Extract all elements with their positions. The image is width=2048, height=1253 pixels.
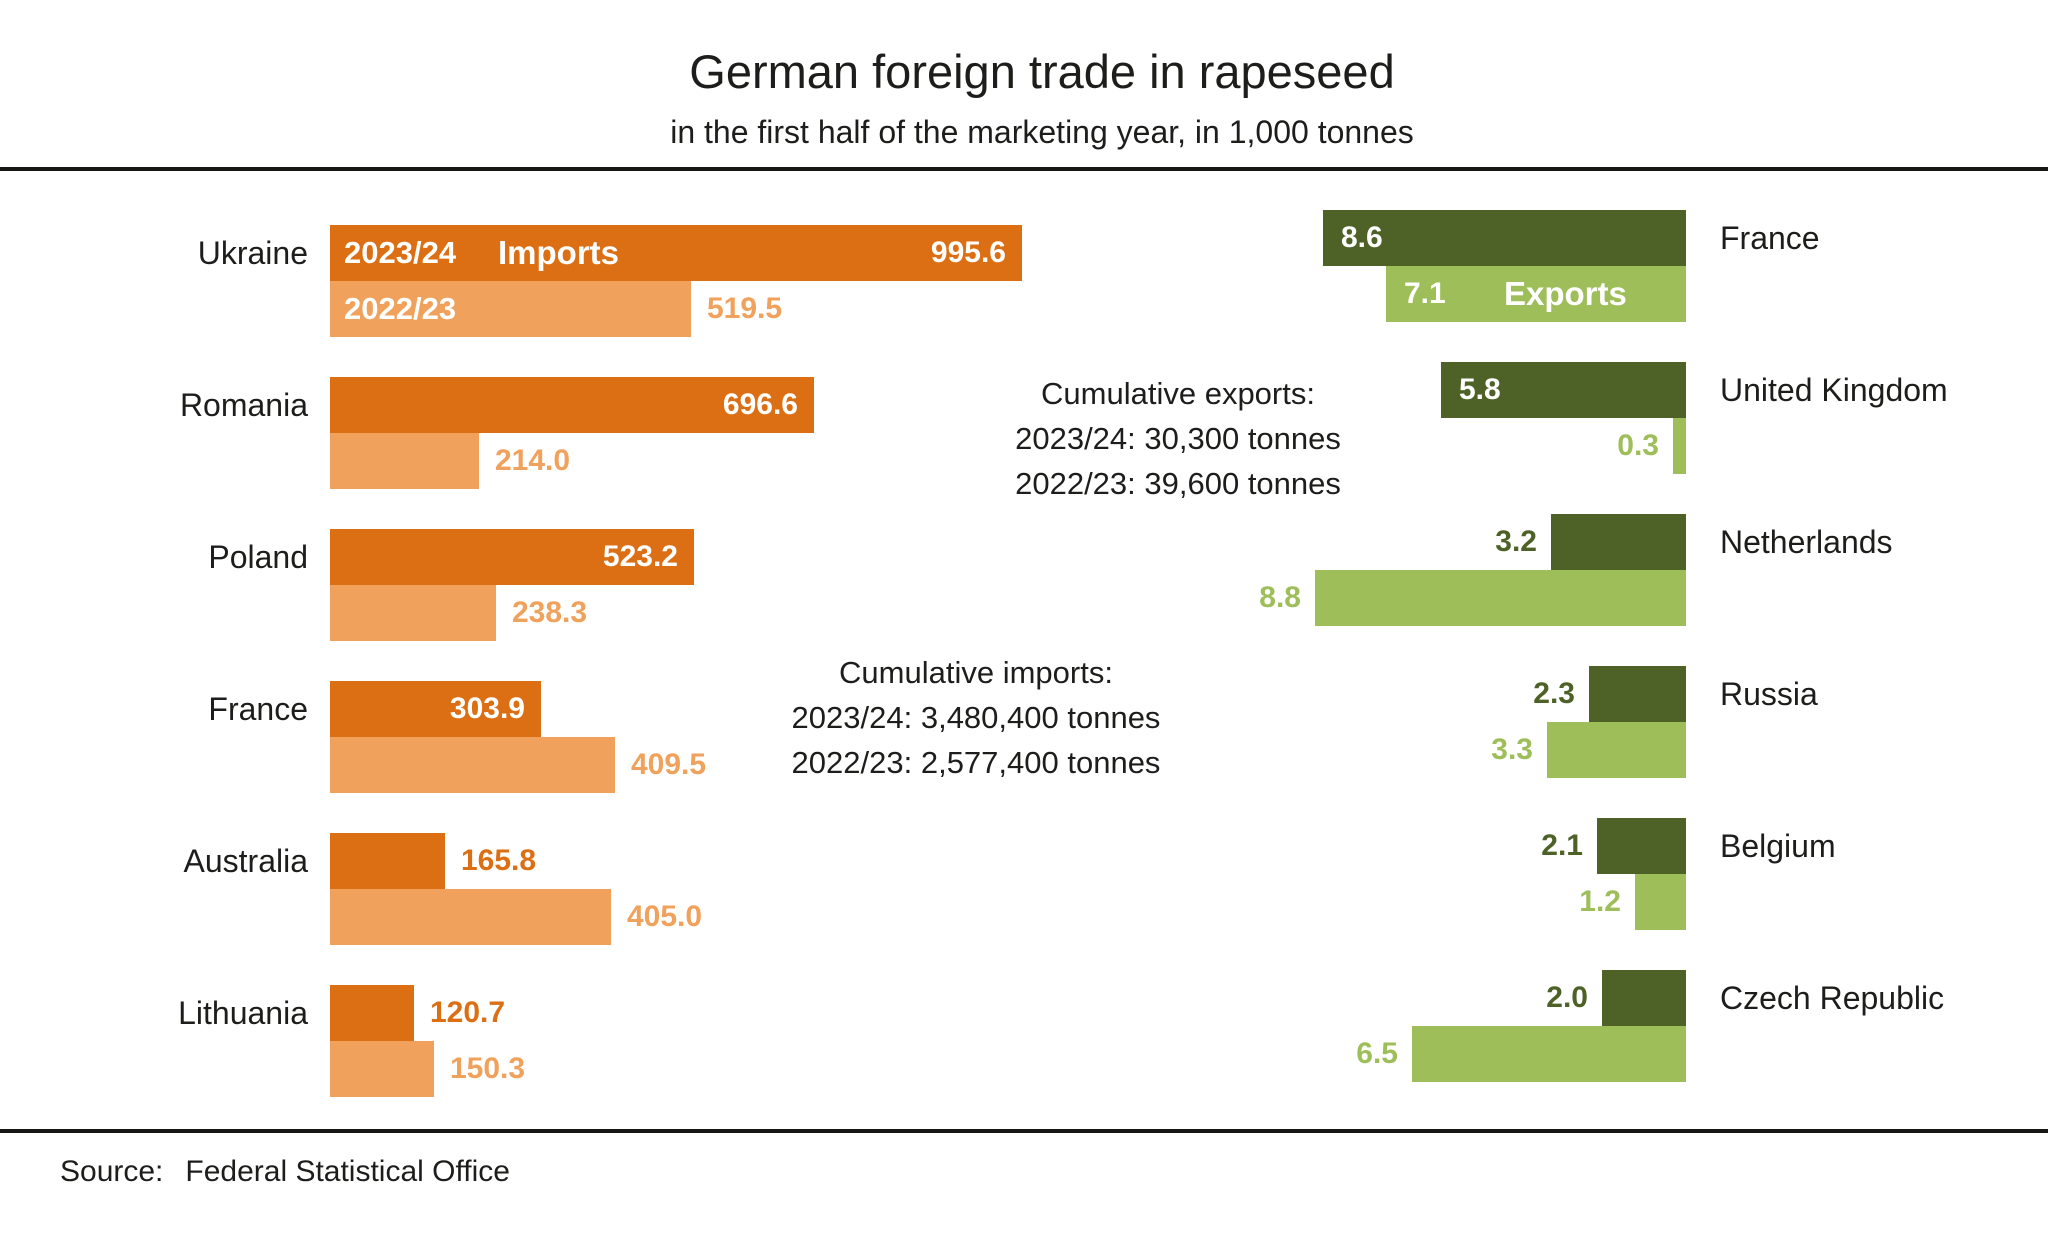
import-value-ukraine-2022-23: 519.5 bbox=[707, 292, 783, 325]
bottom-divider bbox=[0, 1129, 2048, 1133]
import-value-france-2022-23: 409.5 bbox=[631, 748, 707, 781]
import-bar-australia-2023-24 bbox=[330, 833, 445, 889]
export-bar-belgium-2023-24 bbox=[1597, 818, 1686, 874]
export-bar-russia-2022-23 bbox=[1547, 722, 1686, 778]
country-label-export-belgium: Belgium bbox=[1720, 828, 1836, 864]
import-bar-france-2022-23 bbox=[330, 737, 615, 793]
export-bar-united-kingdom-2023-24: 5.8 bbox=[1441, 362, 1686, 418]
export-value-netherlands-2022-23: 8.8 bbox=[1259, 581, 1301, 614]
page-subtitle: in the first half of the marketing year,… bbox=[670, 114, 1414, 150]
country-label-lithuania: Lithuania bbox=[178, 995, 308, 1031]
series-label-2022-23: 2022/23 bbox=[344, 291, 457, 326]
import-bar-ukraine-2022-23: 2022/23 bbox=[330, 281, 691, 337]
cumulative-exports-2022-23: 2022/23: 39,600 tonnes bbox=[1015, 466, 1341, 501]
import-value-poland-2023-24: 523.2 bbox=[602, 540, 678, 573]
export-value-russia-2022-23: 3.3 bbox=[1491, 733, 1533, 766]
top-divider bbox=[0, 167, 2048, 171]
import-bar-poland-2023-24: 523.2 bbox=[330, 529, 694, 585]
country-label-poland: Poland bbox=[208, 539, 308, 575]
country-label-export-czech-republic: Czech Republic bbox=[1720, 980, 1945, 1016]
source-value: Federal Statistical Office bbox=[185, 1155, 510, 1188]
export-value-united-kingdom-2022-23: 0.3 bbox=[1617, 429, 1659, 462]
import-bar-ukraine-2023-24: 995.6 2023/24 Imports bbox=[330, 225, 1022, 281]
cumulative-imports-title: Cumulative imports: bbox=[839, 655, 1113, 690]
export-bar-netherlands-2023-24 bbox=[1551, 514, 1686, 570]
import-value-australia-2023-24: 165.8 bbox=[461, 844, 537, 877]
import-bar-australia-2022-23 bbox=[330, 889, 611, 945]
series-label-2023-24: 2023/24 bbox=[344, 235, 457, 270]
country-label-romania: Romania bbox=[179, 387, 308, 423]
export-bar-france-2022-23: 7.1 Exports bbox=[1386, 266, 1686, 322]
export-value-czech-republic-2022-23: 6.5 bbox=[1356, 1037, 1398, 1070]
export-bar-united-kingdom-2022-23 bbox=[1673, 418, 1686, 474]
import-bar-lithuania-2022-23 bbox=[330, 1041, 434, 1097]
export-bar-czech-republic-2022-23 bbox=[1412, 1026, 1686, 1082]
import-value-australia-2022-23: 405.0 bbox=[627, 900, 703, 933]
country-label-ukraine: Ukraine bbox=[197, 235, 308, 271]
import-bar-romania-2023-24: 696.6 bbox=[330, 377, 814, 433]
cumulative-imports-annotation: Cumulative imports: 2023/24: 3,480,400 t… bbox=[792, 650, 1161, 785]
export-bar-netherlands-2022-23 bbox=[1315, 570, 1686, 626]
export-value-belgium-2023-24: 2.1 bbox=[1541, 829, 1583, 862]
country-label-export-netherlands: Netherlands bbox=[1720, 524, 1893, 560]
source-label: Source: bbox=[60, 1155, 164, 1188]
cumulative-exports-title: Cumulative exports: bbox=[1041, 376, 1315, 411]
country-label-australia: Australia bbox=[183, 843, 309, 879]
import-value-romania-2023-24: 696.6 bbox=[722, 388, 798, 421]
page-title: German foreign trade in rapeseed bbox=[689, 45, 1395, 98]
export-bar-russia-2023-24 bbox=[1589, 666, 1686, 722]
exports-legend-label: Exports bbox=[1504, 275, 1627, 312]
import-value-lithuania-2022-23: 150.3 bbox=[450, 1052, 526, 1085]
import-value-france-2023-24: 303.9 bbox=[449, 692, 525, 725]
export-value-belgium-2022-23: 1.2 bbox=[1579, 885, 1621, 918]
country-label-export-russia: Russia bbox=[1720, 676, 1818, 712]
import-bar-poland-2022-23 bbox=[330, 585, 496, 641]
export-value-united-kingdom-2023-24: 5.8 bbox=[1459, 373, 1501, 406]
country-label-france: France bbox=[208, 691, 308, 727]
imports-legend-label: Imports bbox=[498, 234, 620, 271]
import-value-ukraine-2023-24: 995.6 bbox=[930, 236, 1006, 269]
import-bar-france-2023-24: 303.9 bbox=[330, 681, 541, 737]
import-value-lithuania-2023-24: 120.7 bbox=[430, 996, 506, 1029]
export-bar-belgium-2022-23 bbox=[1635, 874, 1686, 930]
import-value-poland-2022-23: 238.3 bbox=[512, 596, 588, 629]
export-bar-france-2023-24: 8.6 bbox=[1323, 210, 1686, 266]
cumulative-exports-annotation: Cumulative exports: 2023/24: 30,300 tonn… bbox=[1015, 371, 1341, 506]
country-label-export-france: France bbox=[1720, 220, 1820, 256]
export-bar-czech-republic-2023-24 bbox=[1602, 970, 1686, 1026]
import-bar-lithuania-2023-24 bbox=[330, 985, 414, 1041]
import-bar-romania-2022-23 bbox=[330, 433, 479, 489]
export-value-russia-2023-24: 2.3 bbox=[1533, 677, 1575, 710]
cumulative-imports-2023-24: 2023/24: 3,480,400 tonnes bbox=[791, 700, 1161, 735]
export-value-france-2022-23: 7.1 bbox=[1404, 277, 1446, 310]
country-label-export-united-kingdom: United Kingdom bbox=[1720, 372, 1948, 408]
export-value-netherlands-2023-24: 3.2 bbox=[1495, 525, 1537, 558]
source-line: Source: Federal Statistical Office bbox=[60, 1152, 510, 1192]
cumulative-imports-2022-23: 2022/23: 2,577,400 tonnes bbox=[791, 745, 1161, 780]
import-value-romania-2022-23: 214.0 bbox=[495, 444, 571, 477]
export-value-france-2023-24: 8.6 bbox=[1341, 221, 1383, 254]
cumulative-exports-2023-24: 2023/24: 30,300 tonnes bbox=[1015, 421, 1341, 456]
export-value-czech-republic-2023-24: 2.0 bbox=[1546, 981, 1588, 1014]
